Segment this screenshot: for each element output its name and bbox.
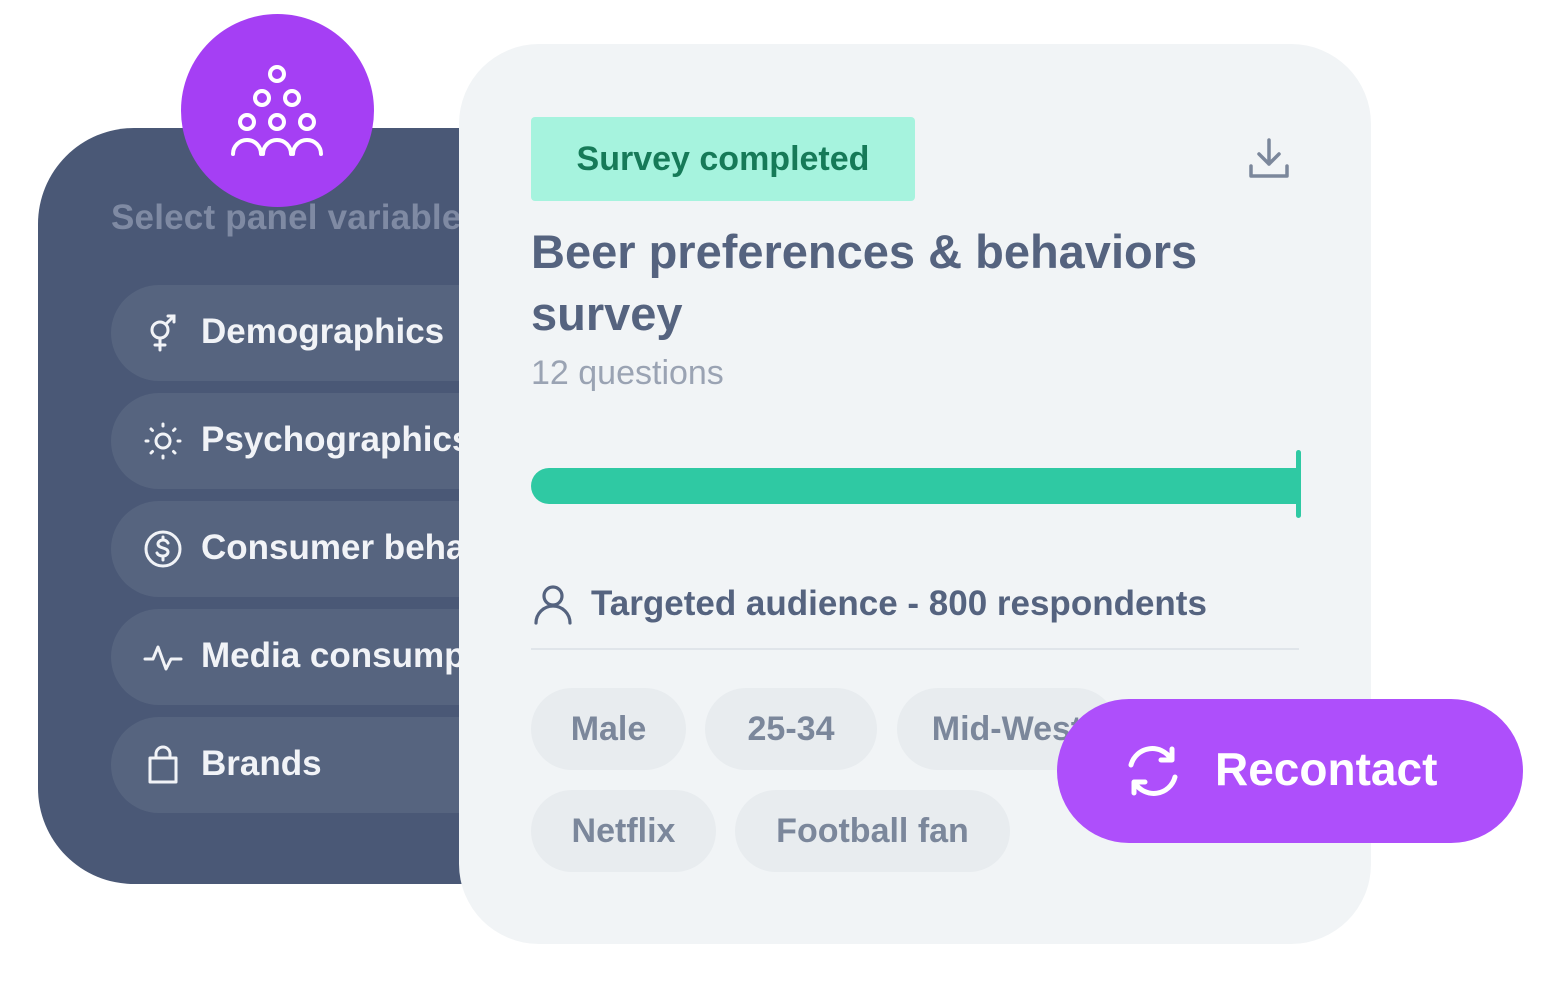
audience-badge xyxy=(181,14,374,207)
progress-fill xyxy=(531,468,1301,504)
dollar-icon xyxy=(143,529,183,569)
recontact-label: Recontact xyxy=(1215,743,1438,795)
activity-icon xyxy=(143,637,183,677)
panel-item-label: Demographics xyxy=(201,312,445,351)
divider xyxy=(531,648,1299,650)
download-icon xyxy=(1249,138,1289,178)
audience-group-icon xyxy=(231,65,323,156)
user-icon xyxy=(534,585,572,625)
audience-label: Targeted audience - 800 respondents xyxy=(591,584,1207,623)
progress-bar xyxy=(531,450,1301,518)
shopping-bag-icon xyxy=(143,745,183,785)
question-count: 12 questions xyxy=(531,354,724,392)
tag-chip-football[interactable]: Football fan xyxy=(735,790,1010,872)
survey-title: Beer preferences & behaviors survey xyxy=(531,225,1198,340)
refresh-icon xyxy=(1128,746,1178,796)
download-button[interactable] xyxy=(1245,136,1293,184)
tag-chip-age[interactable]: 25-34 xyxy=(705,688,877,770)
panel-item-label: Psychographics xyxy=(201,420,472,459)
targeted-audience: Targeted audience - 800 respondents xyxy=(531,579,1207,629)
panel-item-label: Brands xyxy=(201,744,322,783)
status-badge: Survey completed xyxy=(531,117,915,201)
sun-icon xyxy=(143,421,183,461)
tag-chip-male[interactable]: Male xyxy=(531,688,686,770)
tag-chip-netflix[interactable]: Netflix xyxy=(531,790,716,872)
recontact-button[interactable]: Recontact xyxy=(1057,699,1523,843)
progress-marker xyxy=(1296,450,1301,518)
gender-icon xyxy=(143,313,183,353)
